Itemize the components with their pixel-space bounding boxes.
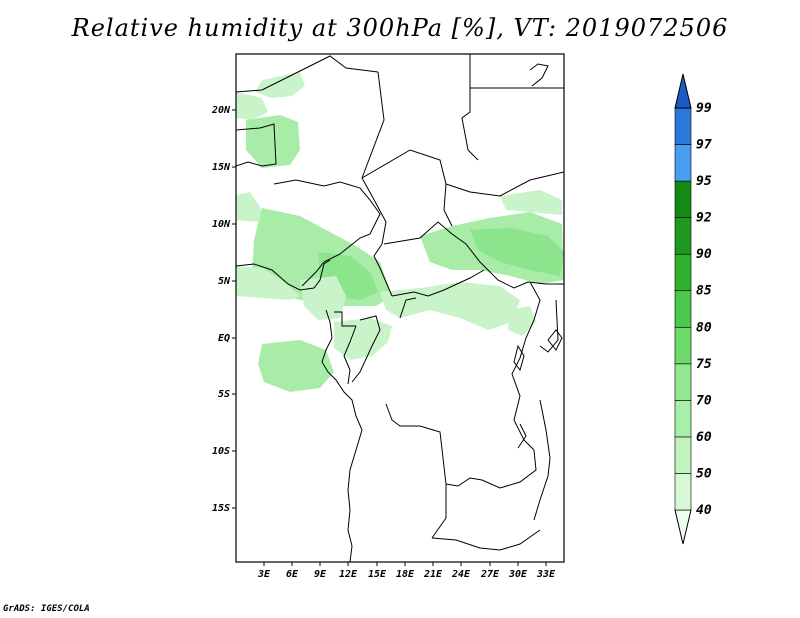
humidity-patch (236, 192, 262, 222)
lat-label: EQ (218, 333, 230, 344)
lon-label: 9E (314, 569, 327, 580)
lon-label: 33E (536, 569, 556, 580)
colorbar-label: 70 (696, 393, 712, 408)
colorbar: 40 50 60 70 75 80 85 90 92 95 97 99 (674, 73, 712, 545)
humidity-patch (500, 190, 562, 215)
country-borders (236, 54, 564, 551)
colorbar-label: 75 (696, 357, 712, 372)
colorbar-label: 90 (696, 247, 712, 262)
humidity-patch (246, 115, 300, 168)
colorbar-label: 92 (696, 211, 712, 226)
colorbar-label: 80 (696, 320, 712, 335)
colorbar-tip-top (674, 73, 692, 109)
humidity-patch (470, 228, 564, 276)
lon-axis: 3E 6E 9E 12E 15E 18E 21E 24E 27E 30E 33E (257, 562, 556, 580)
map-frame (235, 53, 565, 563)
colorbar-segment (674, 400, 692, 438)
colorbar-segment (674, 180, 692, 218)
colorbar-label: 99 (696, 101, 712, 116)
lon-label: 30E (508, 569, 528, 580)
lon-label: 3E (257, 569, 271, 580)
lon-label: 6E (286, 569, 299, 580)
lat-axis: 20N 15N 10N 5N EQ 5S 10S 15S (211, 105, 236, 514)
humidity-shading (236, 72, 564, 392)
grads-credit: GrADS: IGES/COLA (3, 604, 90, 614)
colorbar-segment (674, 144, 692, 182)
lon-label: 21E (423, 569, 443, 580)
colorbar-label: 97 (696, 138, 712, 153)
humidity-patch (380, 282, 520, 330)
lon-label: 15E (368, 569, 387, 580)
humidity-patch (258, 340, 334, 392)
colorbar-segment (674, 253, 692, 292)
lat-label: 10N (212, 219, 231, 230)
colorbar-segment (674, 473, 692, 511)
colorbar-segment (674, 436, 692, 474)
lat-label: 15N (212, 162, 231, 173)
colorbar-label: 40 (696, 503, 712, 518)
colorbar-segment (674, 290, 692, 328)
colorbar-label: 85 (696, 284, 712, 299)
lon-label: 12E (339, 569, 358, 580)
humidity-patch (300, 276, 346, 320)
colorbar-segment (674, 217, 692, 255)
lon-label: 27E (480, 569, 500, 580)
humidity-patch (236, 92, 268, 120)
coastline (236, 63, 563, 562)
colorbar-segment (674, 326, 692, 365)
colorbar-segment (674, 107, 692, 145)
lon-label: 18E (396, 569, 415, 580)
lat-label: 20N (211, 105, 231, 116)
humidity-patch (236, 266, 300, 300)
colorbar-label: 50 (696, 466, 712, 481)
lat-label: 5S (218, 389, 230, 400)
lat-label: 10S (212, 446, 230, 457)
lat-label: 15S (212, 503, 230, 514)
humidity-patch (334, 318, 392, 360)
map-title: Relative humidity at 300hPa [%], VT: 201… (71, 14, 729, 42)
lon-label: 24E (451, 569, 471, 580)
lat-label: 5N (218, 276, 231, 287)
humidity-patch (508, 306, 536, 336)
colorbar-label: 60 (696, 430, 712, 445)
humidity-patch (255, 72, 305, 98)
colorbar-segment (674, 363, 692, 401)
colorbar-label: 95 (696, 174, 712, 189)
colorbar-tip-bottom (674, 509, 692, 545)
